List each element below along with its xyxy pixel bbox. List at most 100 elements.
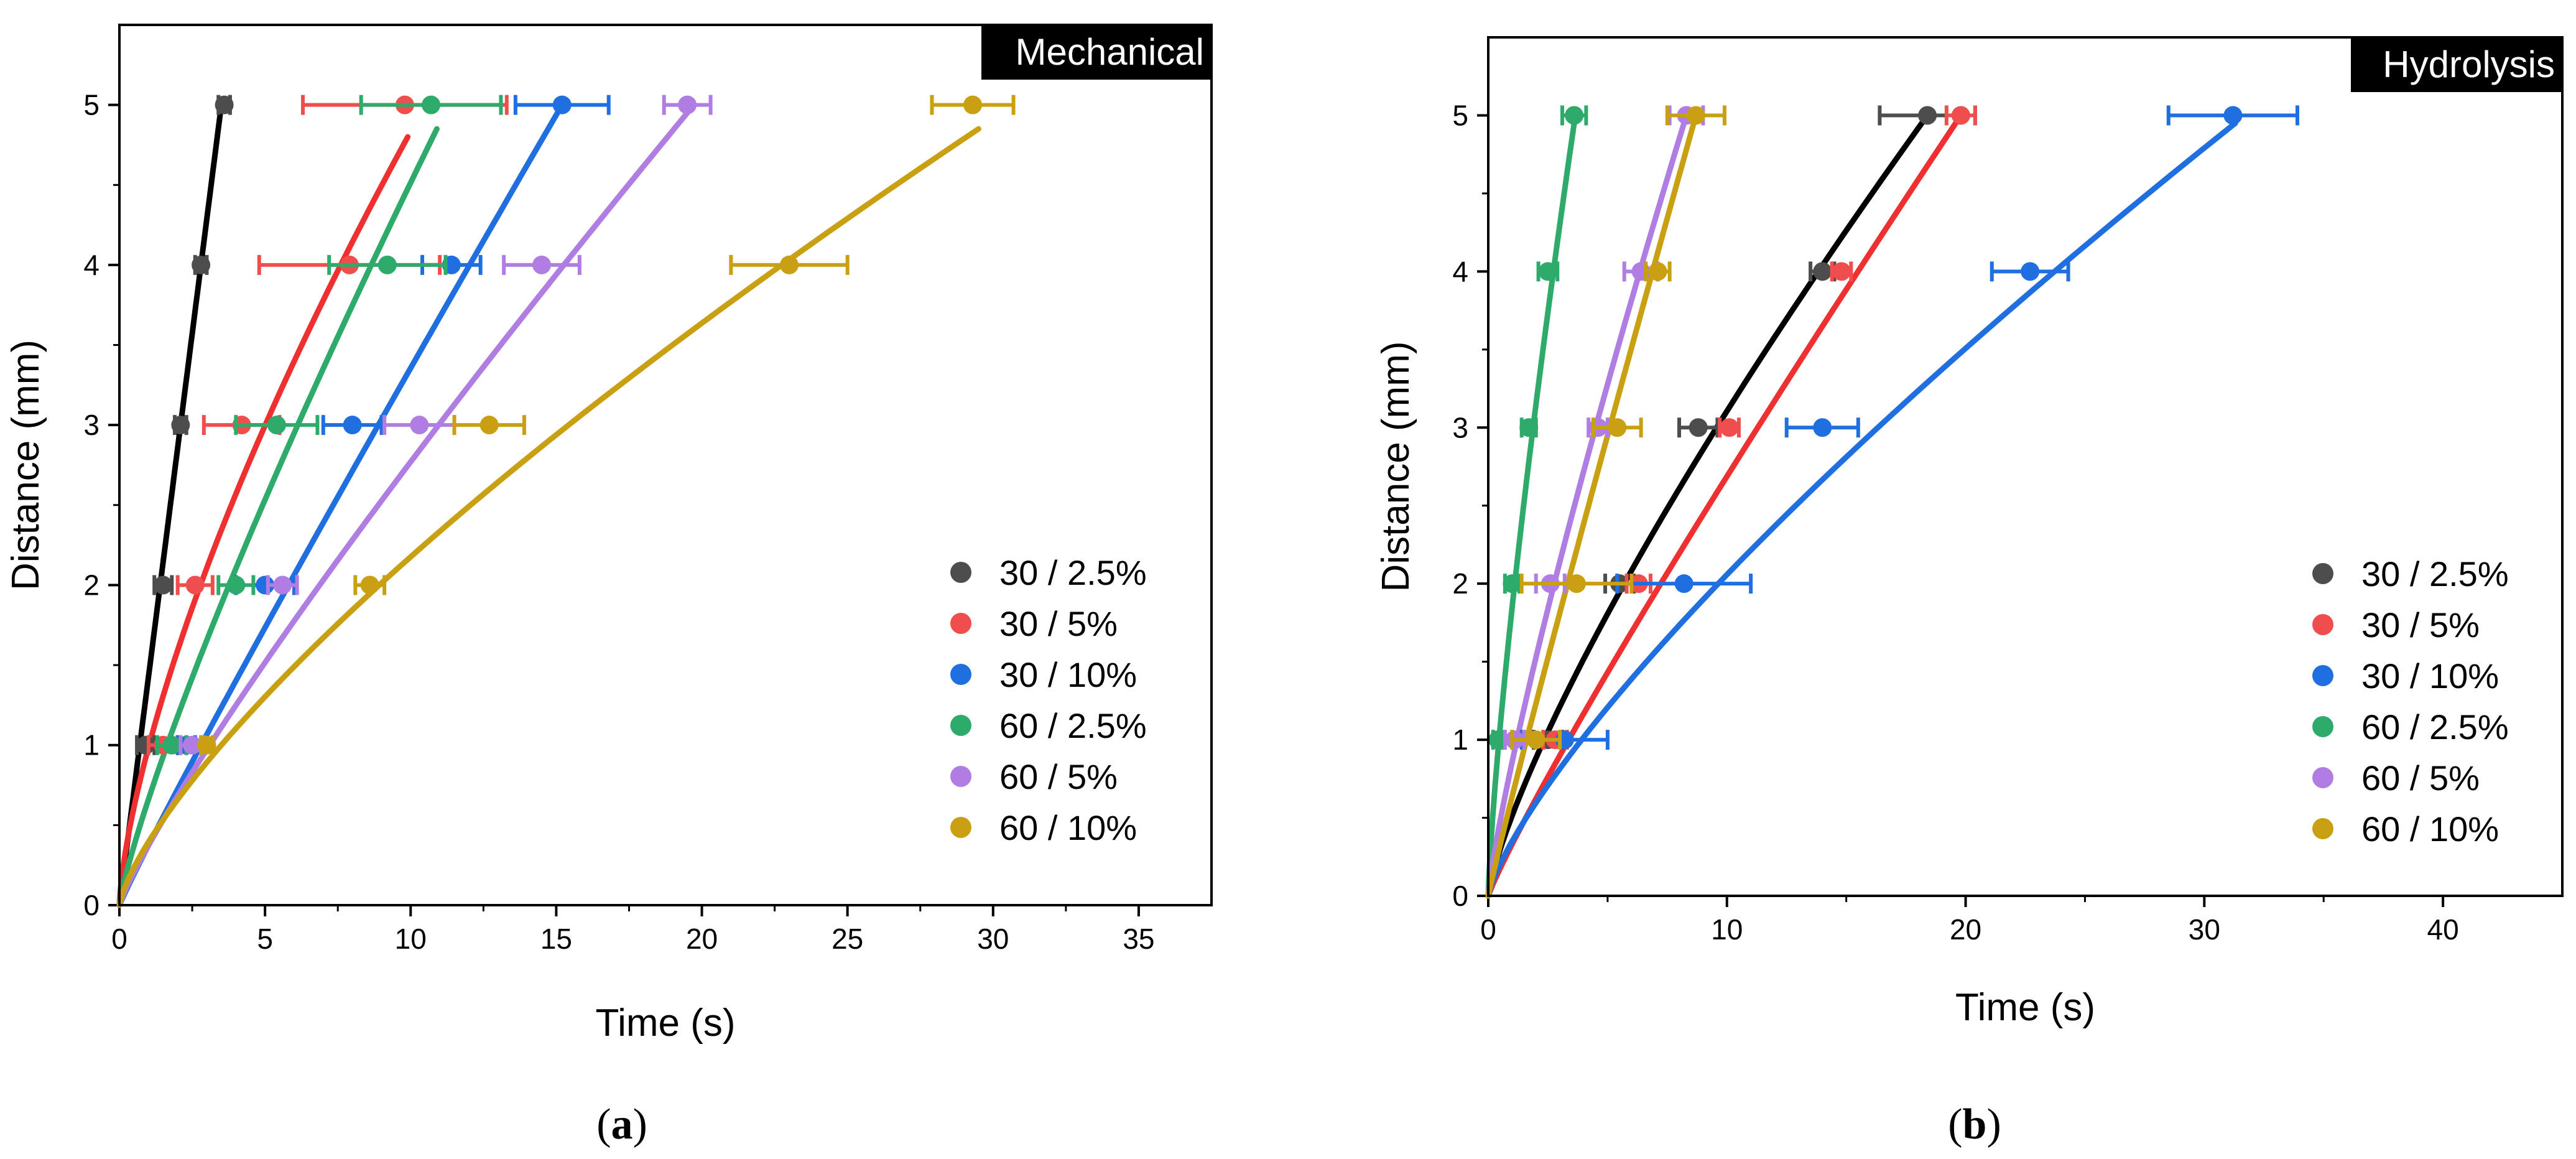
- panel-hydrolysis-y-tick-label: 5: [1452, 99, 1468, 131]
- panel-mechanical-x-tick-label: 10: [395, 923, 427, 955]
- panel-mechanical-data-point-60-5: [273, 575, 292, 595]
- panel-hydrolysis-y-tick-label: 4: [1452, 255, 1468, 287]
- panel-mechanical-data-point-30-2-5: [192, 255, 211, 274]
- panel-hydrolysis-data-points: [1488, 105, 2300, 750]
- panel-hydrolysis-data-point-30-10: [2223, 106, 2243, 125]
- panel-mechanical: 0 5 10 15 20 25 30 35 0 1 2 3 4 5 Mechanical Time (s)…: [4, 24, 1213, 1148]
- panel-mechanical-x-tick-label: 20: [686, 923, 718, 955]
- panel-mechanical-legend-marker-30-2-5: [950, 562, 971, 583]
- panel-mechanical-legend-label: 30 / 10%: [999, 655, 1137, 694]
- panel-mechanical-data-point-60-5: [678, 95, 697, 114]
- panel-mechanical-legend-label: 60 / 5%: [999, 757, 1118, 796]
- panel-hydrolysis-data-point-60-10: [1567, 574, 1586, 593]
- panel-hydrolysis-fit-curve-60-2-5: [1485, 120, 1577, 899]
- panel-mechanical-data-point-60-2-5: [267, 416, 286, 435]
- panel-hydrolysis-fit-curve-60-5: [1485, 113, 1689, 899]
- panel-hydrolysis-x-tick-label: 30: [2189, 913, 2220, 946]
- panel-mechanical-data-point-60-5: [183, 735, 202, 755]
- panel-mechanical-legend-marker-60-2-5: [950, 715, 971, 736]
- panel-mechanical-x-tick-label: 0: [111, 923, 127, 955]
- panel-hydrolysis-legend-label: 60 / 5%: [2361, 758, 2480, 798]
- panel-hydrolysis-x-tick-label: 10: [1711, 913, 1743, 946]
- panel-hydrolysis-data-point-60-10: [1526, 730, 1545, 750]
- panel-mechanical-plot-frame: [118, 24, 1213, 906]
- panel-mechanical-data-point-30-2-5: [154, 575, 173, 595]
- panel-mechanical-y-tick-label: 1: [83, 729, 100, 761]
- panel-hydrolysis-data-point-30-10: [2021, 262, 2040, 281]
- panel-mechanical-fit-curve-30-2-5: [116, 102, 225, 908]
- panel-hydrolysis-data-point-60-2-5: [1538, 262, 1557, 281]
- panel-mechanical-data-point-60-10: [197, 735, 216, 755]
- panel-hydrolysis-fit-curve-60-10: [1485, 113, 1699, 899]
- panel-mechanical-title-background: [981, 25, 1212, 80]
- panel-mechanical-data-point-60-2-5: [378, 255, 397, 274]
- panel-mechanical-ticks: 0 5 10 15 20 25 30 35 0 1 2 3 4 5: [83, 89, 1154, 955]
- panel-hydrolysis-x-tick-label: 20: [1950, 913, 1981, 946]
- panel-mechanical-y-tick-label: 3: [83, 409, 100, 441]
- panel-mechanical-legend-marker-60-10: [950, 817, 971, 838]
- panel-hydrolysis-data-point-30-5: [1720, 418, 1739, 437]
- panel-mechanical-y-axis-label: Distance (mm): [4, 340, 47, 590]
- panel-hydrolysis: 0 10 20 30 40 0 1 2 3 4 5 Hydrolysis Time (s) Dist…: [1374, 36, 2564, 1148]
- panel-hydrolysis-y-axis-label: Distance (mm): [1374, 341, 1417, 592]
- panel-mechanical-fit-curve-30-10: [116, 102, 565, 908]
- panel-mechanical-y-tick-label: 2: [83, 569, 100, 601]
- panel-mechanical-fit-curve-60-5: [116, 110, 690, 908]
- panel-hydrolysis-caption-letter: b: [1963, 1101, 1987, 1148]
- panel-hydrolysis-data-point-30-2-5: [1813, 262, 1832, 281]
- panel-hydrolysis-y-tick-label: 3: [1452, 411, 1468, 444]
- panel-hydrolysis-title: Hydrolysis: [2383, 44, 2555, 85]
- panel-mechanical-data-point-60-2-5: [226, 575, 246, 595]
- panel-hydrolysis-legend-marker-60-2-5: [2312, 716, 2333, 737]
- panel-mechanical-data-point-30-5: [185, 575, 205, 595]
- panel-hydrolysis-legend-label: 30 / 5%: [2361, 605, 2480, 645]
- panel-mechanical-data-point-60-2-5: [162, 735, 182, 755]
- panel-mechanical-y-tick-label: 4: [83, 249, 100, 281]
- panel-hydrolysis-x-tick-label: 0: [1480, 913, 1496, 946]
- panel-hydrolysis-data-point-30-10: [1813, 418, 1832, 437]
- panel-mechanical-data-point-60-2-5: [422, 95, 441, 114]
- panel-mechanical-y-tick-label: 0: [83, 889, 100, 921]
- panel-hydrolysis-fit-curve-30-5: [1485, 113, 1964, 899]
- panel-hydrolysis-data-point-60-2-5: [1503, 574, 1522, 593]
- panel-mechanical-x-tick-label: 15: [540, 923, 572, 955]
- panel-hydrolysis-legend-label: 60 / 2.5%: [2361, 707, 2509, 747]
- panel-hydrolysis-title-background: [2351, 37, 2562, 92]
- panel-mechanical-x-tick-label: 30: [977, 923, 1009, 955]
- panel-hydrolysis-legend-label: 30 / 2.5%: [2361, 554, 2509, 593]
- panel-mechanical-x-axis-label: Time (s): [596, 1002, 736, 1045]
- panel-hydrolysis-legend-marker-30-2-5: [2312, 563, 2333, 584]
- panel-mechanical-legend-marker-30-10: [950, 664, 971, 685]
- panel-mechanical-data-point-30-2-5: [171, 416, 190, 435]
- panel-mechanical-x-tick-label: 35: [1123, 923, 1154, 955]
- panel-hydrolysis-data-point-30-2-5: [1918, 106, 1937, 125]
- panel-hydrolysis-data-point-60-10: [1648, 262, 1667, 281]
- panel-mechanical-legend-marker-30-5: [950, 613, 971, 634]
- panel-mechanical-caption-letter: a: [611, 1101, 633, 1148]
- panel-hydrolysis-x-axis-label: Time (s): [1955, 986, 2095, 1029]
- panel-hydrolysis-y-tick-label: 1: [1452, 724, 1468, 756]
- panel-hydrolysis-plot-frame: [1487, 36, 2564, 897]
- panel-mechanical-data-points: [135, 95, 1016, 755]
- panel-mechanical-data-point-60-5: [532, 255, 551, 274]
- panel-hydrolysis-fit-curve-30-10: [1485, 120, 2238, 899]
- panel-mechanical-caption: (a): [596, 1101, 647, 1148]
- panel-mechanical-title: Mechanical: [1016, 31, 1205, 73]
- panel-mechanical-data-point-60-10: [780, 255, 799, 274]
- panel-hydrolysis-y-tick-label: 2: [1452, 567, 1468, 600]
- panel-mechanical-fit-curve-60-2-5: [116, 126, 440, 908]
- panel-mechanical-data-point-30-10: [343, 416, 362, 435]
- panel-hydrolysis-data-point-60-10: [1608, 418, 1627, 437]
- panel-mechanical-x-tick-label: 5: [257, 923, 273, 955]
- panel-mechanical-legend-label: 60 / 2.5%: [999, 706, 1147, 745]
- panel-hydrolysis-caption: (b): [1948, 1101, 2001, 1148]
- panel-mechanical-legend-label: 30 / 5%: [999, 604, 1118, 643]
- panel-mechanical-title-box: Mechanical: [981, 25, 1212, 80]
- panel-mechanical-data-point-30-10: [552, 95, 572, 114]
- panel-hydrolysis-legend-marker-30-5: [2312, 614, 2333, 635]
- panel-mechanical-data-point-30-2-5: [215, 95, 234, 114]
- panel-hydrolysis-legend-marker-30-10: [2312, 665, 2333, 686]
- panel-mechanical-legend-marker-60-5: [950, 766, 971, 787]
- panel-hydrolysis-data-point-60-2-5: [1519, 418, 1539, 437]
- panel-mechanical-data-point-60-10: [360, 575, 379, 595]
